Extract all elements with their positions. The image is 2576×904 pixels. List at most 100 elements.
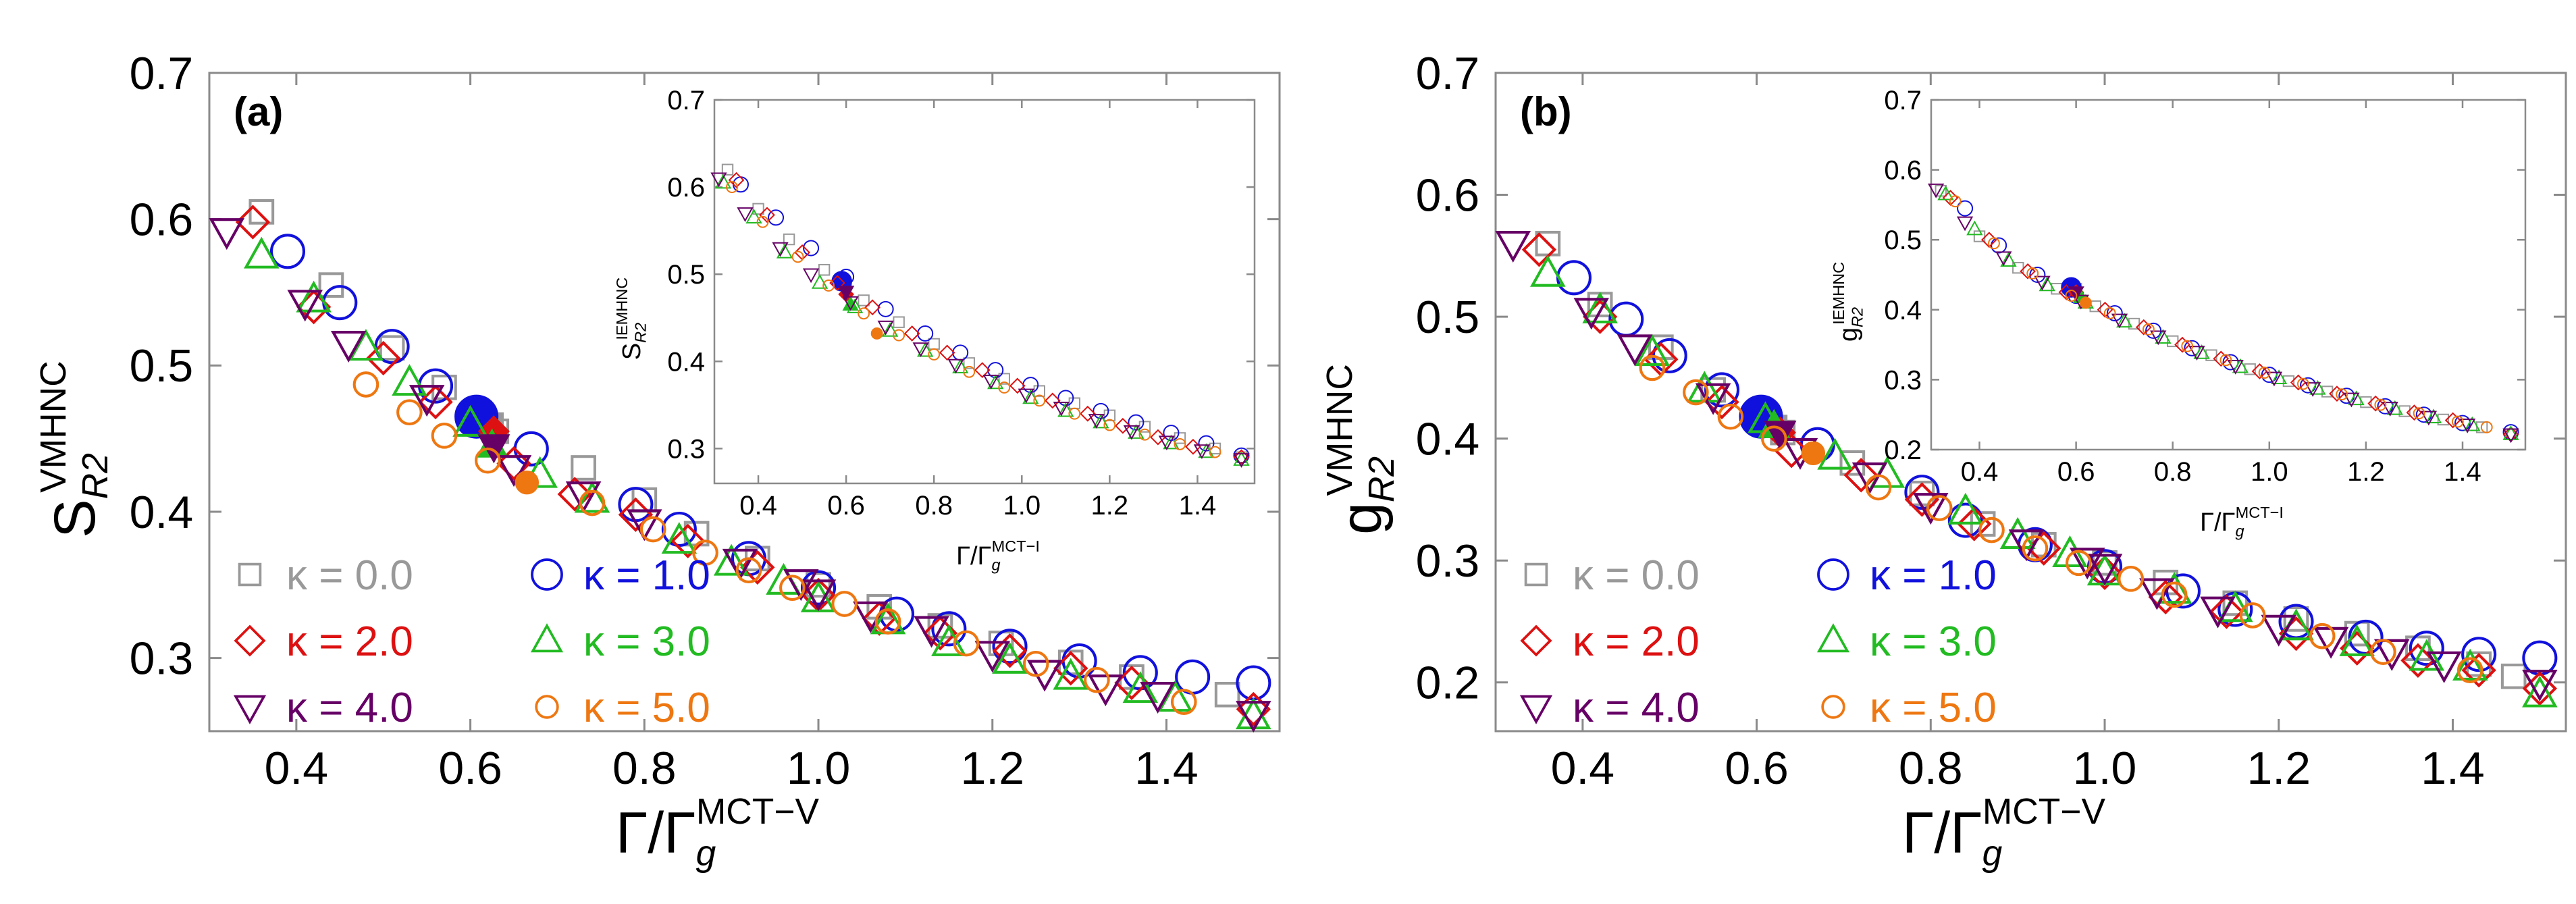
- inset-data-point: [2181, 340, 2194, 352]
- legend-label: κ = 5.0: [583, 685, 710, 731]
- inset-y-axis-label-sub: R2: [631, 323, 649, 343]
- inset-xtick-label: 0.4: [739, 491, 777, 521]
- data-point: [1683, 379, 1709, 406]
- main-ytick-label: 0.7: [130, 48, 194, 99]
- inset-data-point: [2219, 354, 2232, 367]
- x-axis-label-text: Γ/ΓgMCT−V: [1902, 792, 2106, 874]
- inset-data-point: [998, 373, 1010, 385]
- inset-data-point: [2282, 375, 2295, 388]
- inset-data-point: [2437, 413, 2450, 426]
- inset-data-point: [721, 163, 734, 176]
- inset-y-axis-label-text: SR2IEMHNC: [613, 277, 649, 360]
- inset-data-point: [2343, 392, 2360, 408]
- data-point: [1913, 493, 1949, 525]
- inset-data-point: [998, 381, 1011, 394]
- inset-data-point: [2222, 354, 2239, 371]
- inset-x-axis-label-sup: MCT−I: [2236, 504, 2284, 521]
- inset-data-point: [1009, 377, 1026, 394]
- inset-y-axis-label-text: gR2IEMHNC: [1830, 262, 1866, 342]
- data-point: [661, 511, 697, 548]
- legend: κ = 0.0 κ = 1.0 κ = 2.0 κ = 3.0 κ = 4.0 κ = 5…: [233, 552, 710, 731]
- data-point: [379, 335, 405, 361]
- inset-series-5: [726, 181, 1221, 458]
- inset-data-point: [2502, 428, 2519, 444]
- inset-data-point: [963, 357, 975, 369]
- inset-data-point: [864, 299, 881, 316]
- inset-data-point: [2382, 402, 2398, 417]
- legend-marker: [233, 695, 267, 724]
- inset-data-point: [974, 362, 991, 379]
- data-point: [713, 543, 750, 576]
- inset-data-point: [1057, 402, 1074, 417]
- inset-data-point: [1115, 417, 1131, 434]
- y-axis-label-sub: R2: [76, 453, 115, 499]
- inset-data-point: [2026, 267, 2039, 280]
- legend-marker: [1817, 558, 1849, 591]
- data-point: [1978, 516, 2005, 543]
- inset-series-4: [710, 172, 1250, 468]
- data-point: [1530, 255, 1566, 287]
- data-point: [2118, 565, 2145, 592]
- data-point: [639, 516, 666, 543]
- inset-frame: [713, 99, 1256, 485]
- inset-data-point: [928, 348, 941, 361]
- inset-data-point: [1928, 183, 1945, 198]
- inset-y-axis-label-sub: R2: [1848, 307, 1866, 327]
- inset-data-point: [2386, 400, 2403, 415]
- inset-ytick-label: 0.5: [667, 260, 705, 290]
- data-point: [2200, 596, 2236, 629]
- inset-data-point: [2155, 329, 2172, 344]
- data-point: [1236, 691, 1271, 727]
- data-point: [953, 630, 980, 657]
- data-point: [974, 641, 1011, 673]
- inset-data-point: [2425, 408, 2442, 424]
- data-point: [2139, 578, 2175, 610]
- inset-data-point: [1057, 390, 1074, 406]
- inset-ytick-label: 0.6: [1884, 156, 1922, 186]
- inset-data-point: [752, 203, 764, 215]
- panel-label: (a): [234, 89, 283, 134]
- inset-data-point: [768, 209, 785, 226]
- y-axis-label-sup: VMHNC: [34, 361, 74, 492]
- data-point: [431, 423, 458, 449]
- data-point: [1087, 674, 1124, 707]
- inset-ytick-label: 0.4: [1884, 296, 1922, 325]
- main-xtick-label: 0.6: [438, 743, 502, 794]
- inset-ytick-label: 0.7: [1884, 86, 1922, 115]
- inset-data-point: [2309, 379, 2326, 395]
- x-axis-label: Γ/ΓgMCT−V: [616, 792, 820, 874]
- inset-x-axis-label-base: Γ/Γ: [2200, 508, 2235, 537]
- data-point: [2261, 614, 2297, 647]
- y-axis-label: SR2VMHNC: [34, 361, 115, 537]
- inset-xtick-label: 1.2: [1091, 491, 1129, 521]
- data-point: [1236, 701, 1271, 733]
- data-point: [565, 481, 602, 514]
- inset-data-point: [2258, 367, 2271, 379]
- inset-ytick-label: 0.6: [667, 173, 705, 203]
- legend-marker: [234, 624, 266, 657]
- data-point: [914, 616, 949, 648]
- data-point: [1761, 425, 1787, 452]
- data-point: [627, 509, 662, 541]
- data-point: [296, 280, 332, 313]
- inset-data-point: [2251, 363, 2268, 379]
- inset-data-point: [2420, 410, 2438, 426]
- inset-data-point: [2398, 405, 2411, 417]
- inset-xtick-label: 1.2: [2347, 457, 2385, 487]
- data-point: [992, 641, 1028, 674]
- inset-data-point: [2227, 359, 2244, 375]
- data-point: [2148, 579, 2183, 615]
- legend-marker: [1520, 624, 1552, 657]
- inset-data-point: [2464, 416, 2481, 431]
- x-axis-label-base: Γ/Γ: [1902, 801, 1982, 866]
- data-point: [2370, 639, 2396, 665]
- data-point: [2522, 669, 2558, 701]
- data-point: [2522, 671, 2558, 706]
- series-5: [352, 371, 1197, 715]
- data-point: [1957, 506, 1992, 541]
- data-point: [571, 455, 596, 481]
- data-point: [722, 548, 758, 581]
- main-xtick-label: 1.4: [1134, 743, 1199, 794]
- inset-data-point: [811, 274, 829, 289]
- data-point: [931, 611, 967, 647]
